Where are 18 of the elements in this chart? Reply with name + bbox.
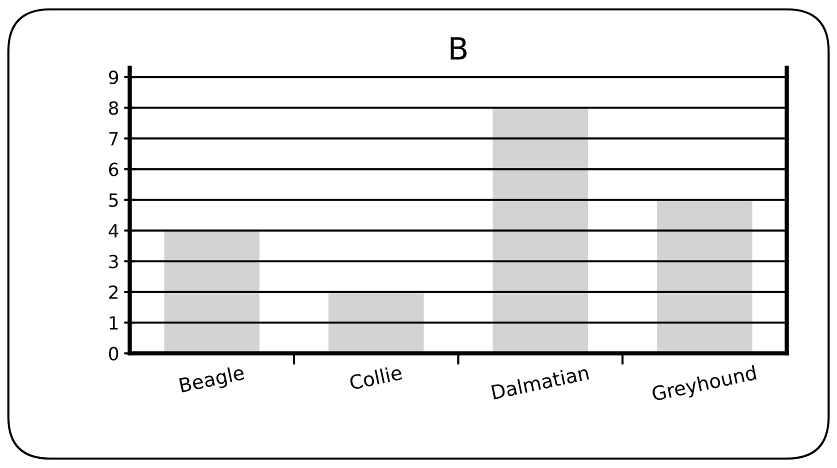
y-tick-label: 6 [109,162,118,176]
y-tick-label: 9 [108,70,118,84]
y-tick-label: 1 [110,316,118,330]
bar [164,230,260,354]
y-tick-label: 3 [109,254,118,268]
x-tick-label: Dalmatian [491,364,590,400]
y-tick-label: 5 [109,194,118,207]
y-tick-label: 0 [109,346,118,360]
x-tick-label: Beagle [179,364,246,396]
y-tick-label: 2 [109,285,118,299]
bar [328,292,424,354]
x-tick-label: Collie [349,364,403,390]
bar [492,108,588,354]
bar [657,200,752,354]
chart-title: B [450,37,467,60]
y-tick-label: 7 [109,132,118,146]
y-tick-label: 4 [108,224,118,238]
y-tick-label: 8 [109,101,118,115]
